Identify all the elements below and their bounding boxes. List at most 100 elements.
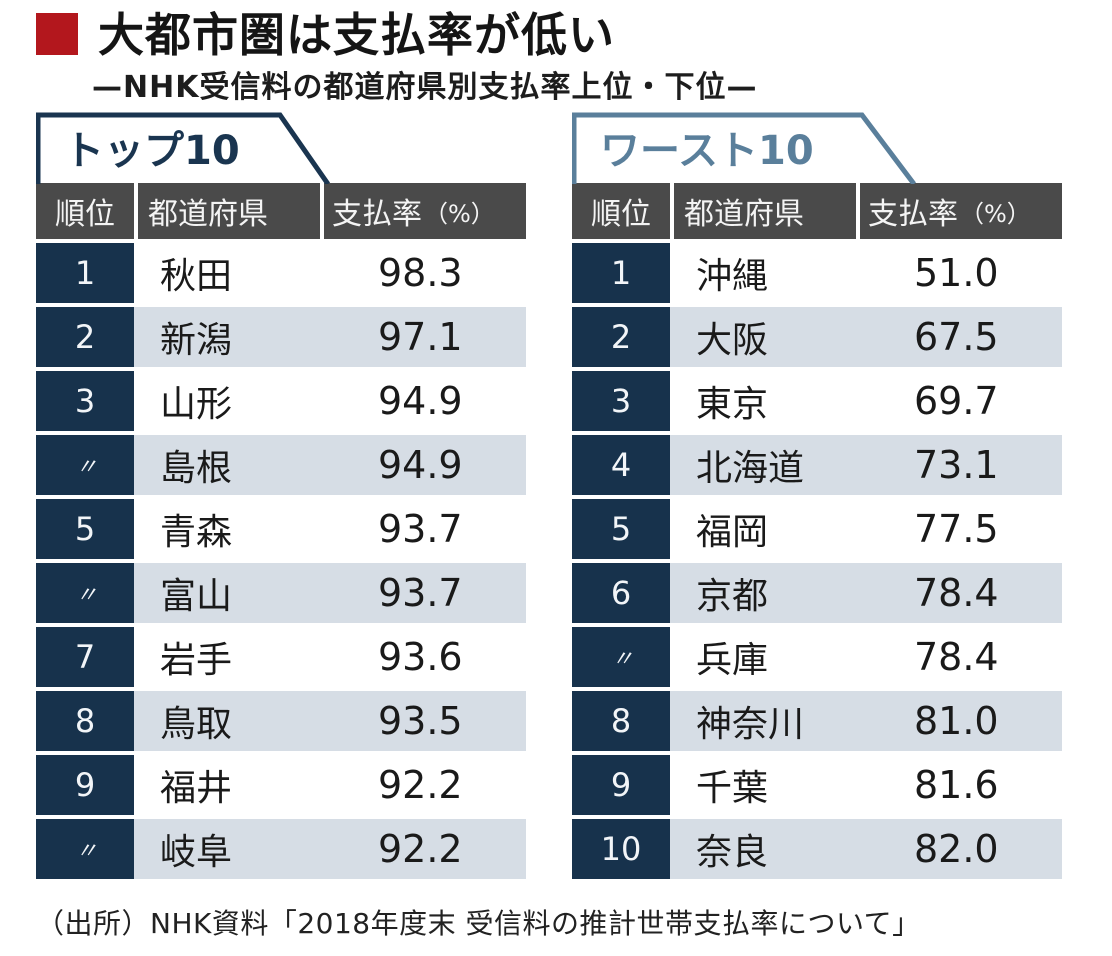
col-rank: 順位 [572,183,670,239]
table-row: 6 京都 78.4 [572,563,1062,623]
source-note: （出所）NHK資料「2018年度末 受信料の推計世帯支払率について」 [36,907,921,940]
rank-cell: 8 [572,691,670,751]
col-rank: 順位 [36,183,134,239]
table-row: 3 山形 94.9 [36,371,526,431]
table-row: 7 岩手 93.6 [36,627,526,687]
rank-cell: 7 [36,627,134,687]
rate-cell: 92.2 [378,827,463,871]
prefecture-cell: 福井 [160,768,233,809]
rate-cell: 97.1 [378,315,463,359]
rank-cell-ditto: 〃 [36,563,134,623]
rank-cell-ditto: 〃 [36,435,134,495]
top10-tab: トップ10 [36,112,526,184]
col-prefecture: 都道府県 [674,183,856,239]
col-rate-unit: （%） [424,199,495,228]
rate-cell: 98.3 [378,251,463,295]
prefecture-cell: 岐阜 [160,832,233,873]
table-header: 順位 都道府県 支払率 （%） [572,183,1062,239]
top10-table: トップ10 順位 都道府県 支払率 （%） 1 秋田 98.3 2 新潟 97.1 3 山形… [36,112,526,883]
rate-cell: 51.0 [914,251,999,295]
rate-cell: 77.5 [914,507,999,551]
rate-cell: 92.2 [378,763,463,807]
prefecture-cell: 東京 [696,384,769,425]
rate-cell: 94.9 [378,379,463,423]
table-row: 1 秋田 98.3 [36,243,526,303]
table-row: 9 千葉 81.6 [572,755,1062,815]
rank-cell: 5 [572,499,670,559]
rate-cell: 78.4 [914,571,999,615]
rate-cell: 81.0 [914,699,999,743]
table-row: 〃島根 94.9 [36,435,526,495]
worst10-label: ワースト10 [600,128,814,174]
rate-cell: 93.5 [378,699,463,743]
rank-cell: 1 [36,243,134,303]
worst10-tab: ワースト10 [572,112,1062,184]
prefecture-cell: 千葉 [696,768,769,809]
col-rate: 支払率 （%） [860,183,1062,239]
rate-cell: 82.0 [914,827,999,871]
rank-cell: 8 [36,691,134,751]
prefecture-cell: 沖縄 [696,256,769,297]
rate-cell: 93.7 [378,507,463,551]
rank-cell: 1 [572,243,670,303]
rate-cell: 81.6 [914,763,999,807]
worst10-rows: 1 沖縄 51.0 2 大阪 67.5 3 東京 69.7 4 北海道 73.1 5 福岡 77.5… [572,243,1062,879]
top10-label: トップ10 [64,128,240,174]
prefecture-cell: 大阪 [696,320,769,361]
rank-cell: 6 [572,563,670,623]
page-subtitle: —NHK受信料の都道府県別支払率上位・下位— [92,70,758,105]
title-row: 大都市圏は支払率が低い [36,2,615,62]
top10-rows: 1 秋田 98.3 2 新潟 97.1 3 山形 94.9 〃島根 94.9 5 青森 93.7 … [36,243,526,879]
red-square-marker-icon [36,13,78,55]
table-row: 〃兵庫 78.4 [572,627,1062,687]
tab-frame-icon [572,112,916,184]
table-row: 〃岐阜 92.2 [36,819,526,879]
rank-cell: 3 [36,371,134,431]
table-row: 2 新潟 97.1 [36,307,526,367]
rank-cell: 9 [36,755,134,815]
rate-cell: 73.1 [914,443,999,487]
prefecture-cell: 新潟 [160,320,233,361]
rate-cell: 78.4 [914,635,999,679]
prefecture-cell: 山形 [160,384,233,425]
prefecture-cell: 京都 [696,576,769,617]
col-prefecture: 都道府県 [138,183,320,239]
prefecture-cell: 岩手 [160,640,233,681]
rank-cell-ditto: 〃 [572,627,670,687]
rank-cell: 10 [572,819,670,879]
rate-cell: 93.6 [378,635,463,679]
rank-cell: 4 [572,435,670,495]
prefecture-cell: 北海道 [696,448,805,489]
prefecture-cell: 青森 [160,512,233,553]
prefecture-cell: 奈良 [696,832,769,873]
table-row: 5 福岡 77.5 [572,499,1062,559]
col-rate-label: 支払率 [332,197,422,232]
table-row: 2 大阪 67.5 [572,307,1062,367]
rank-cell-ditto: 〃 [36,819,134,879]
col-rate-unit: （%） [960,199,1031,228]
rate-cell: 69.7 [914,379,999,423]
page-title: 大都市圏は支払率が低い [98,8,615,62]
prefecture-cell: 秋田 [160,256,233,297]
table-row: 4 北海道 73.1 [572,435,1062,495]
table-row: 8 鳥取 93.5 [36,691,526,751]
rank-cell: 2 [36,307,134,367]
col-rate-label: 支払率 [868,197,958,232]
col-rate: 支払率 （%） [324,183,526,239]
table-row: 1 沖縄 51.0 [572,243,1062,303]
prefecture-cell: 福岡 [696,512,769,553]
prefecture-cell: 神奈川 [696,704,805,745]
rank-cell: 9 [572,755,670,815]
rank-cell: 5 [36,499,134,559]
table-row: 3 東京 69.7 [572,371,1062,431]
table-header: 順位 都道府県 支払率 （%） [36,183,526,239]
tab-frame-icon [36,112,331,184]
table-row: 5 青森 93.7 [36,499,526,559]
rate-cell: 94.9 [378,443,463,487]
rate-cell: 67.5 [914,315,999,359]
prefecture-cell: 富山 [160,576,233,617]
rank-cell: 3 [572,371,670,431]
rank-cell: 2 [572,307,670,367]
prefecture-cell: 島根 [160,448,233,489]
